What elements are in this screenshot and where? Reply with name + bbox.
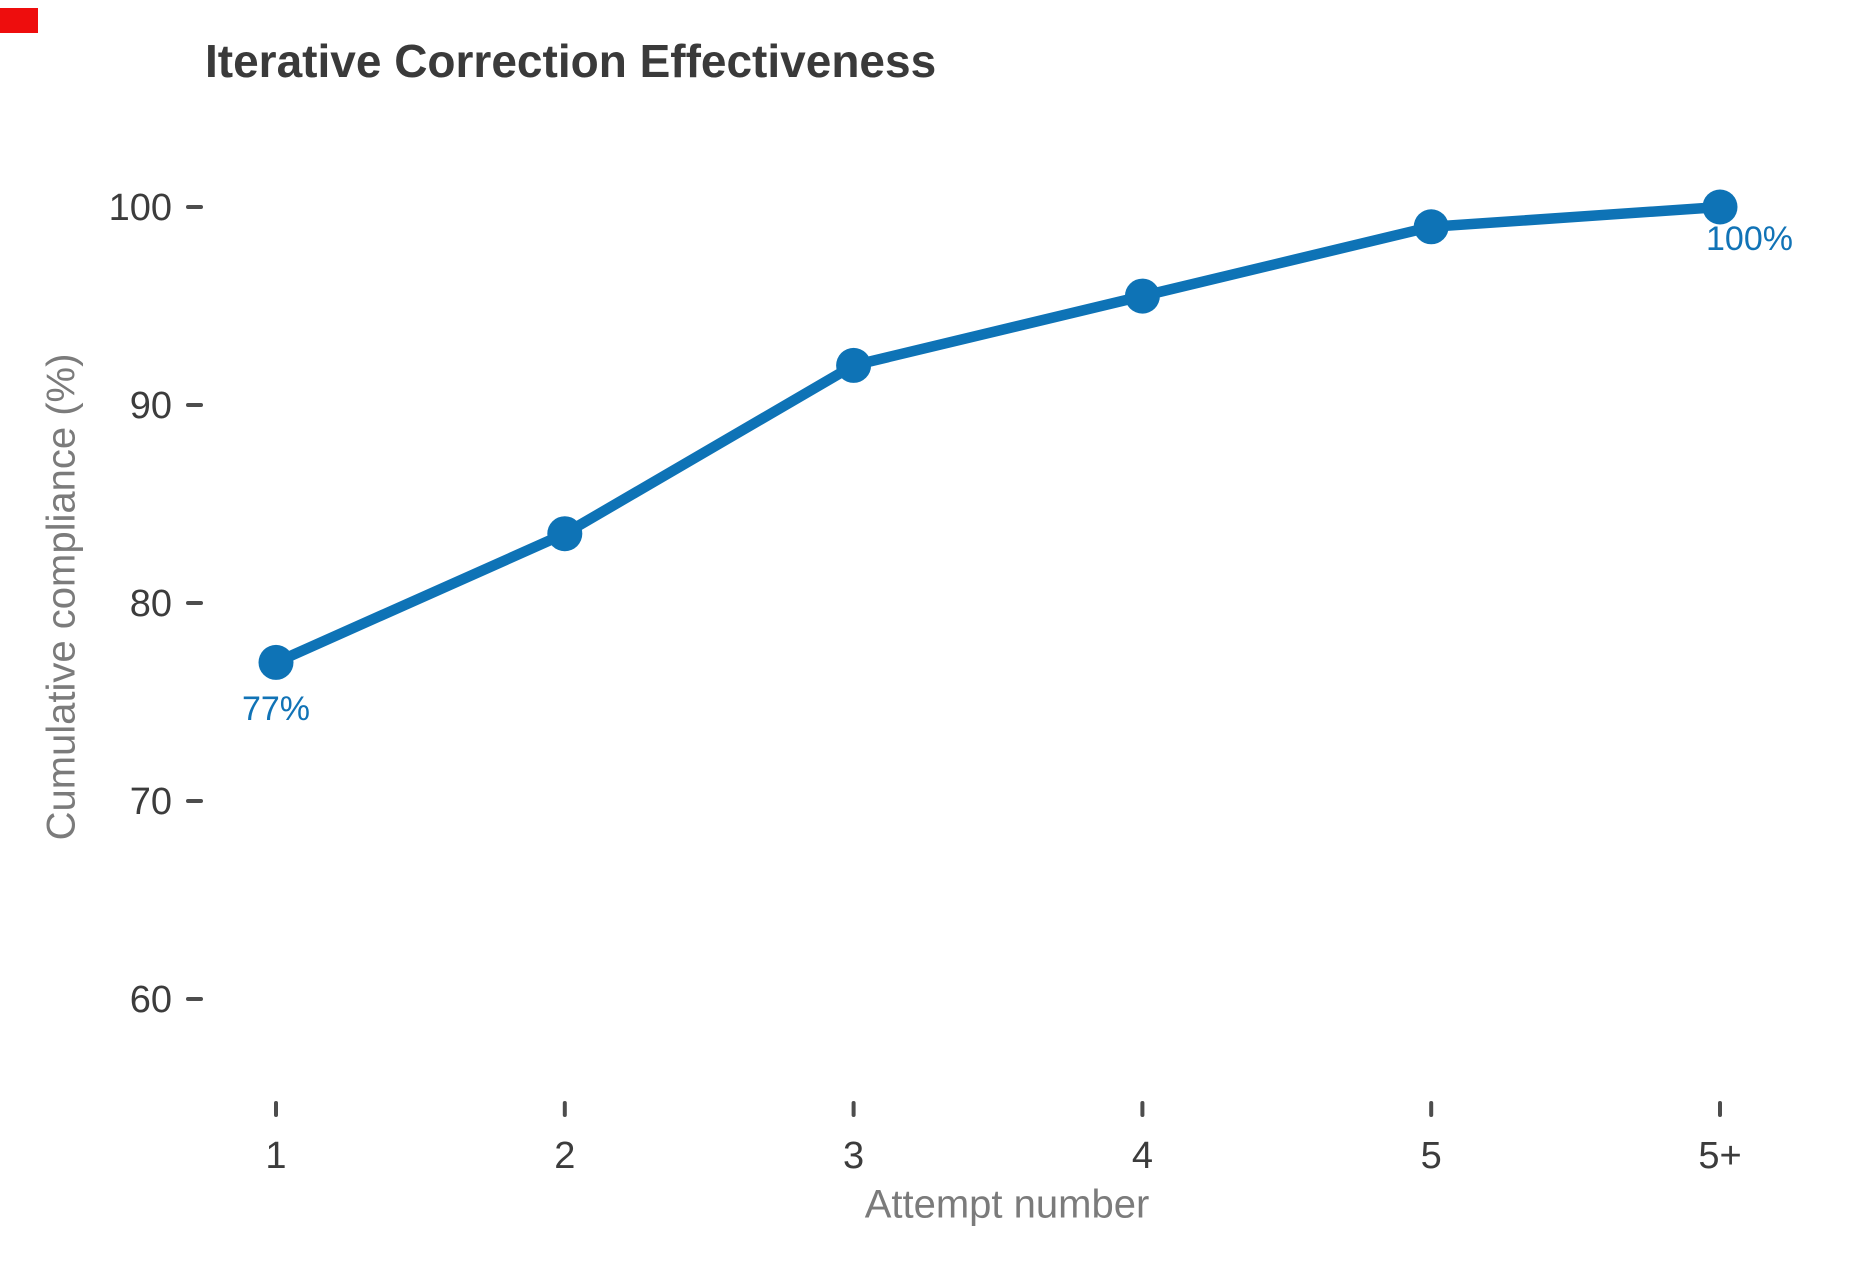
x-tick-mark: [851, 1101, 856, 1117]
x-tick-label: 2: [554, 1135, 575, 1177]
series-line: [270, 201, 1726, 668]
x-tick-mark: [1429, 1101, 1434, 1117]
point-annotation: 77%: [241, 690, 311, 729]
data-point: [836, 347, 872, 383]
x-tick-label: 1: [265, 1135, 286, 1177]
y-tick-label: 70: [130, 781, 172, 823]
data-point: [547, 516, 583, 552]
x-tick-label: 5: [1421, 1135, 1442, 1177]
chart-title: Iterative Correction Effectiveness: [205, 35, 937, 87]
x-tick-mark: [274, 1101, 278, 1117]
point-annotation: 100%: [1706, 220, 1793, 258]
y-tick-label: 80: [130, 583, 172, 625]
y-tick-label: 100: [109, 187, 172, 229]
y-tick-mark: [186, 997, 203, 1001]
red-marker: [0, 8, 38, 33]
x-tick-label: 4: [1132, 1135, 1153, 1177]
y-tick-mark: [186, 205, 203, 209]
x-axis-title: Attempt number: [864, 1182, 1150, 1227]
x-tick-label: 3: [843, 1135, 864, 1177]
x-tick-mark: [1140, 1101, 1145, 1117]
y-tick-label: 90: [130, 385, 172, 427]
x-tick-label: 5+: [1698, 1135, 1741, 1177]
x-tick-mark: [1718, 1101, 1722, 1117]
data-point: [1702, 189, 1738, 225]
x-tick-mark: [562, 1101, 567, 1117]
data-point: [1124, 278, 1160, 314]
y-tick-mark: [186, 601, 203, 605]
y-tick-label: 60: [130, 979, 172, 1021]
y-tick-mark: [186, 799, 203, 803]
y-tick-mark: [186, 403, 203, 407]
data-point: [258, 644, 294, 680]
data-point: [1413, 209, 1449, 245]
